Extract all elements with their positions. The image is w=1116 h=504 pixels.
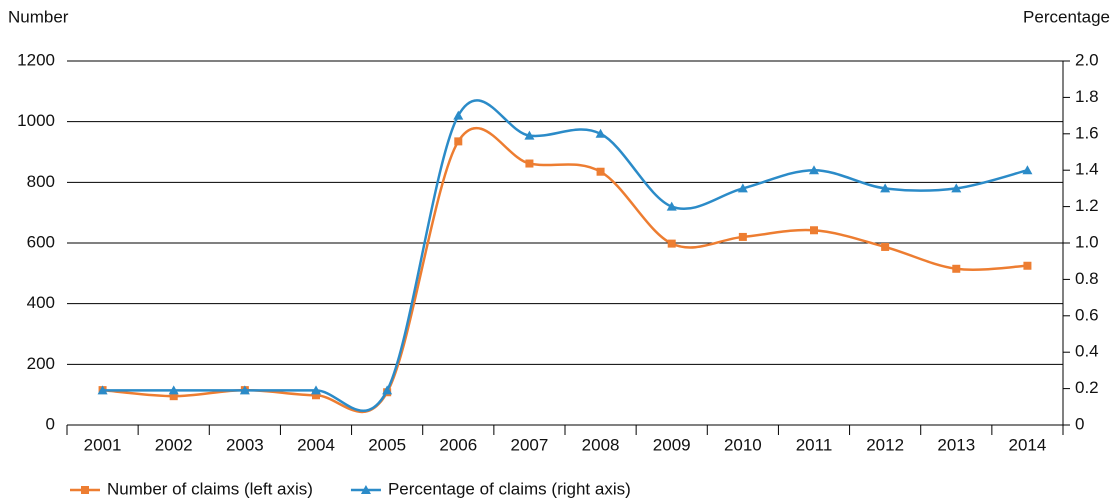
x-tick-label: 2003 (226, 435, 264, 454)
marker (168, 385, 179, 395)
x-tick-label: 2011 (796, 435, 833, 454)
marker (525, 159, 534, 168)
x-tick-label: 2004 (297, 435, 335, 454)
x-tick-label: 2007 (511, 435, 549, 454)
marker (666, 201, 677, 211)
legend-label: Number of claims (left axis) (107, 479, 313, 498)
x-tick-label: 2009 (653, 435, 691, 454)
marker (311, 385, 321, 395)
legend-label: Percentage of claims (right axis) (388, 479, 631, 498)
x-tick-label: 2010 (724, 435, 762, 454)
y2-tick-label: 0.4 (1075, 342, 1099, 361)
x-tick-label: 2013 (937, 435, 975, 454)
x-tick-label: 2014 (1009, 435, 1047, 454)
marker (169, 392, 178, 401)
y-tick-label: 200 (27, 354, 55, 373)
marker (382, 385, 393, 395)
marker (667, 239, 676, 248)
x-tick-label: 2012 (866, 435, 904, 454)
y2-tick-label: 1.8 (1075, 87, 1099, 106)
marker (595, 128, 606, 138)
marker (81, 486, 89, 494)
marker (737, 183, 748, 193)
y-tick-label: 800 (27, 172, 55, 191)
marker (1023, 261, 1032, 270)
marker (596, 167, 605, 176)
y2-tick-label: 1.4 (1075, 160, 1099, 179)
marker (239, 385, 250, 395)
y2-tick-label: 1.2 (1075, 196, 1099, 215)
marker (1022, 165, 1033, 175)
y2-tick-label: 0.2 (1075, 378, 1099, 397)
y2-tick-label: 0.8 (1075, 269, 1099, 288)
y-tick-label: 600 (27, 232, 55, 251)
y2-tick-label: 2.0 (1075, 50, 1099, 69)
marker (312, 391, 320, 400)
marker (880, 183, 891, 193)
marker (952, 264, 961, 273)
marker (524, 130, 535, 140)
marker (881, 242, 890, 251)
marker (360, 485, 371, 494)
x-tick-label: 2005 (368, 435, 406, 454)
marker (810, 226, 818, 235)
marker (809, 165, 819, 175)
y2-tick-label: 0 (1075, 414, 1084, 433)
y2-tick-label: 1.0 (1075, 232, 1099, 251)
y2-tick-label: 0.6 (1075, 305, 1099, 324)
x-tick-label: 2001 (84, 435, 122, 454)
x-tick-label: 2002 (155, 435, 193, 454)
marker (97, 385, 108, 395)
marker (454, 137, 463, 146)
x-tick-label: 2006 (439, 435, 477, 454)
y-tick-label: 400 (27, 293, 55, 312)
x-tick-label: 2008 (582, 435, 620, 454)
y-axis-label: Number (8, 7, 69, 26)
series-line (102, 126, 1028, 414)
y2-axis-label: Percentage (1023, 7, 1110, 26)
marker (951, 183, 962, 193)
marker (453, 110, 464, 120)
marker (738, 232, 747, 241)
y-tick-label: 0 (46, 414, 55, 433)
y-tick-label: 1200 (17, 50, 55, 69)
y2-tick-label: 1.6 (1075, 123, 1099, 142)
y-tick-label: 1000 (17, 111, 55, 130)
